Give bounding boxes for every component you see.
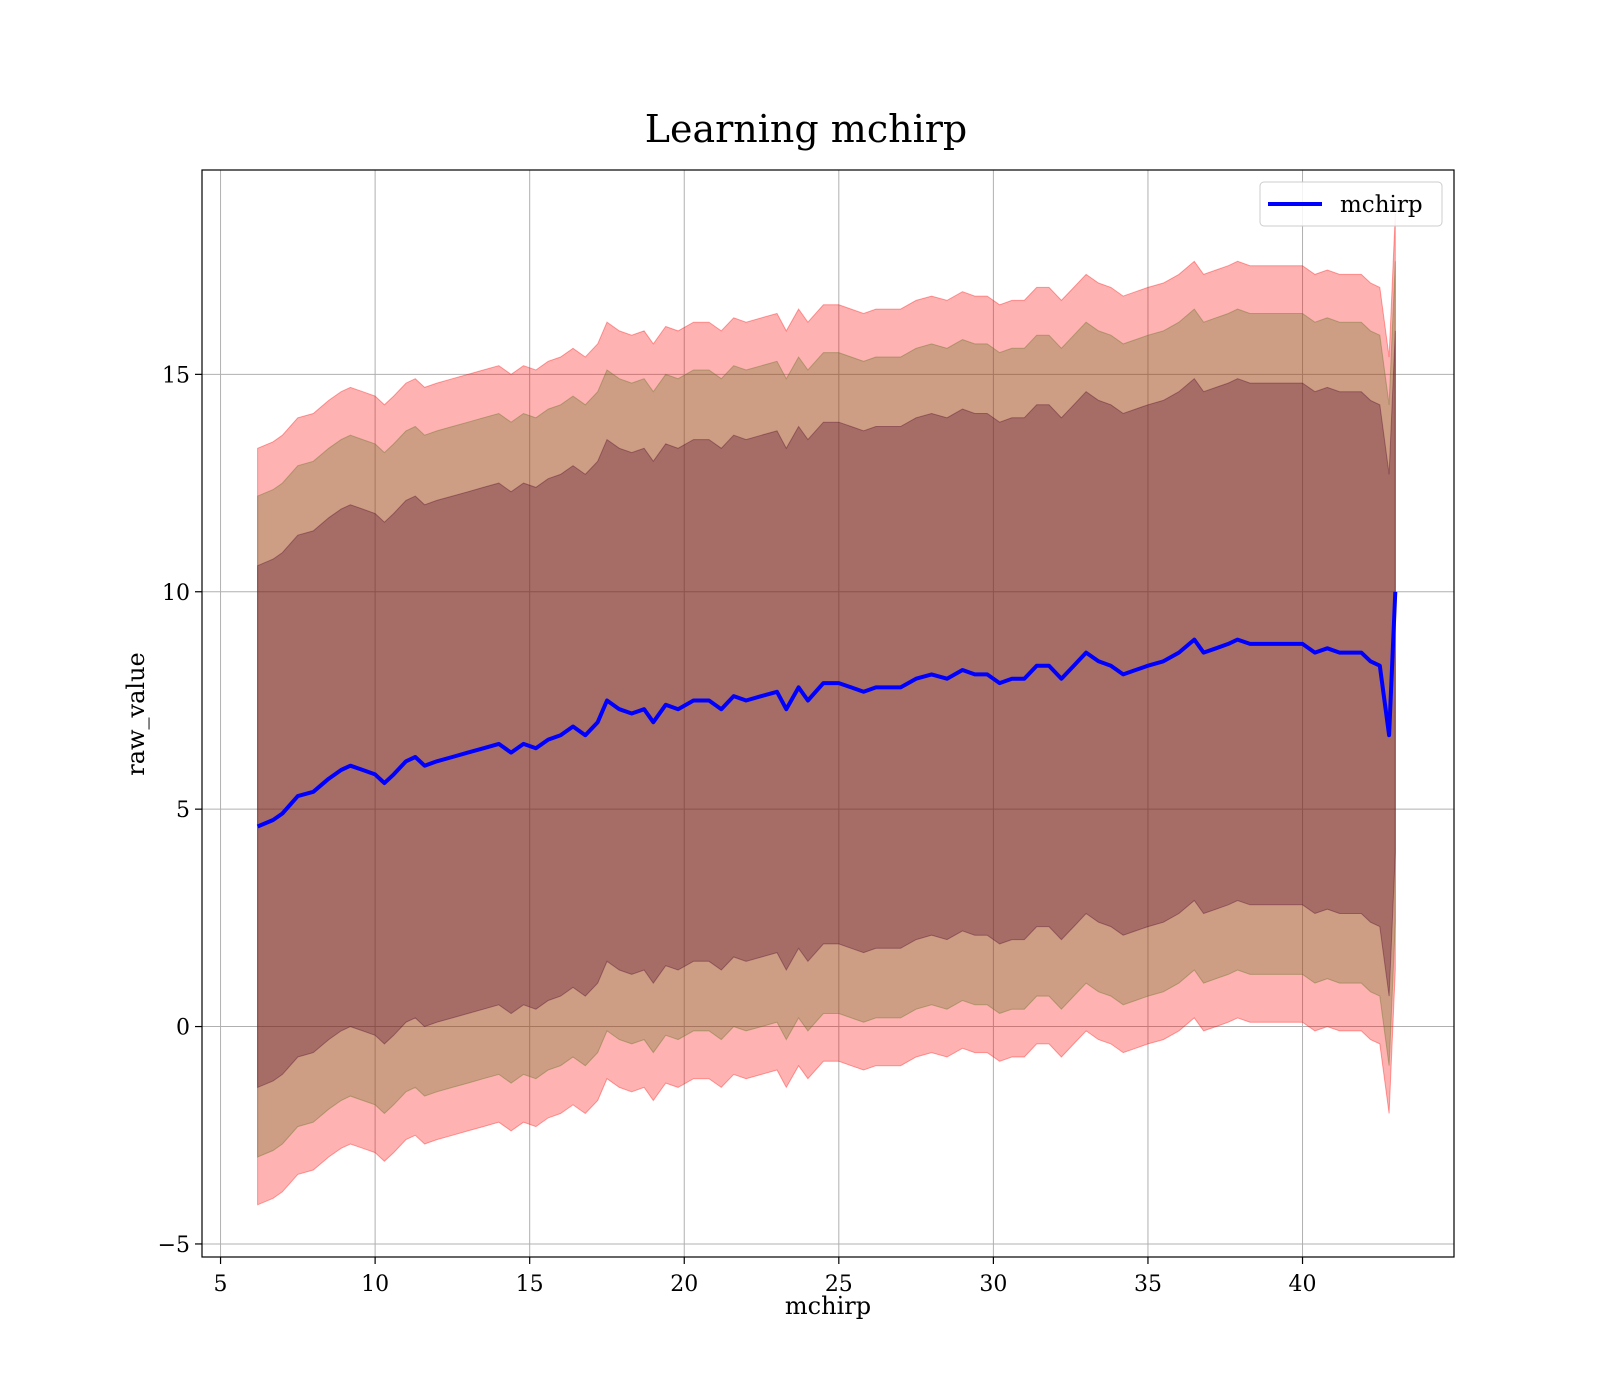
grid bbox=[202, 170, 1454, 1257]
legend-entry-mchirp: mchirp bbox=[1340, 192, 1423, 218]
x-tick-label-1: 10 bbox=[361, 1272, 389, 1297]
confidence-bands bbox=[257, 213, 1396, 1206]
x-tick-label-7: 40 bbox=[1289, 1272, 1317, 1297]
x-axis-label: mchirp bbox=[785, 1292, 871, 1320]
x-tick-label-4: 25 bbox=[825, 1272, 853, 1297]
x-tick-label-6: 35 bbox=[1134, 1272, 1162, 1297]
y-axis-label: raw_value bbox=[122, 652, 150, 776]
y-axis-ticks: −5 0 5 10 15 bbox=[158, 363, 202, 1258]
y-tick-label-0: −5 bbox=[158, 1233, 190, 1258]
y-tick-label-2: 5 bbox=[176, 798, 190, 823]
x-tick-label-2: 15 bbox=[516, 1272, 544, 1297]
legend: mchirp bbox=[1259, 181, 1443, 227]
confidence-band-0 bbox=[257, 213, 1396, 1206]
plot-frame bbox=[201, 169, 1455, 1258]
x-tick-label-5: 30 bbox=[979, 1272, 1007, 1297]
y-tick-label-1: 0 bbox=[176, 1016, 190, 1041]
x-tick-label-0: 5 bbox=[214, 1272, 228, 1297]
series-line-mchirp bbox=[256, 591, 1398, 829]
series-lines bbox=[256, 591, 1398, 829]
confidence-band-1 bbox=[257, 261, 1396, 1158]
x-tick-label-3: 20 bbox=[670, 1272, 698, 1297]
confidence-band-2 bbox=[257, 330, 1396, 1089]
chart-title: Learning mchirp bbox=[645, 107, 967, 151]
x-axis-ticks: 5 10 15 20 25 30 35 40 bbox=[214, 1257, 1317, 1297]
y-tick-label-3: 10 bbox=[162, 581, 190, 606]
legend-box bbox=[1259, 181, 1443, 227]
y-tick-label-4: 15 bbox=[162, 363, 190, 388]
